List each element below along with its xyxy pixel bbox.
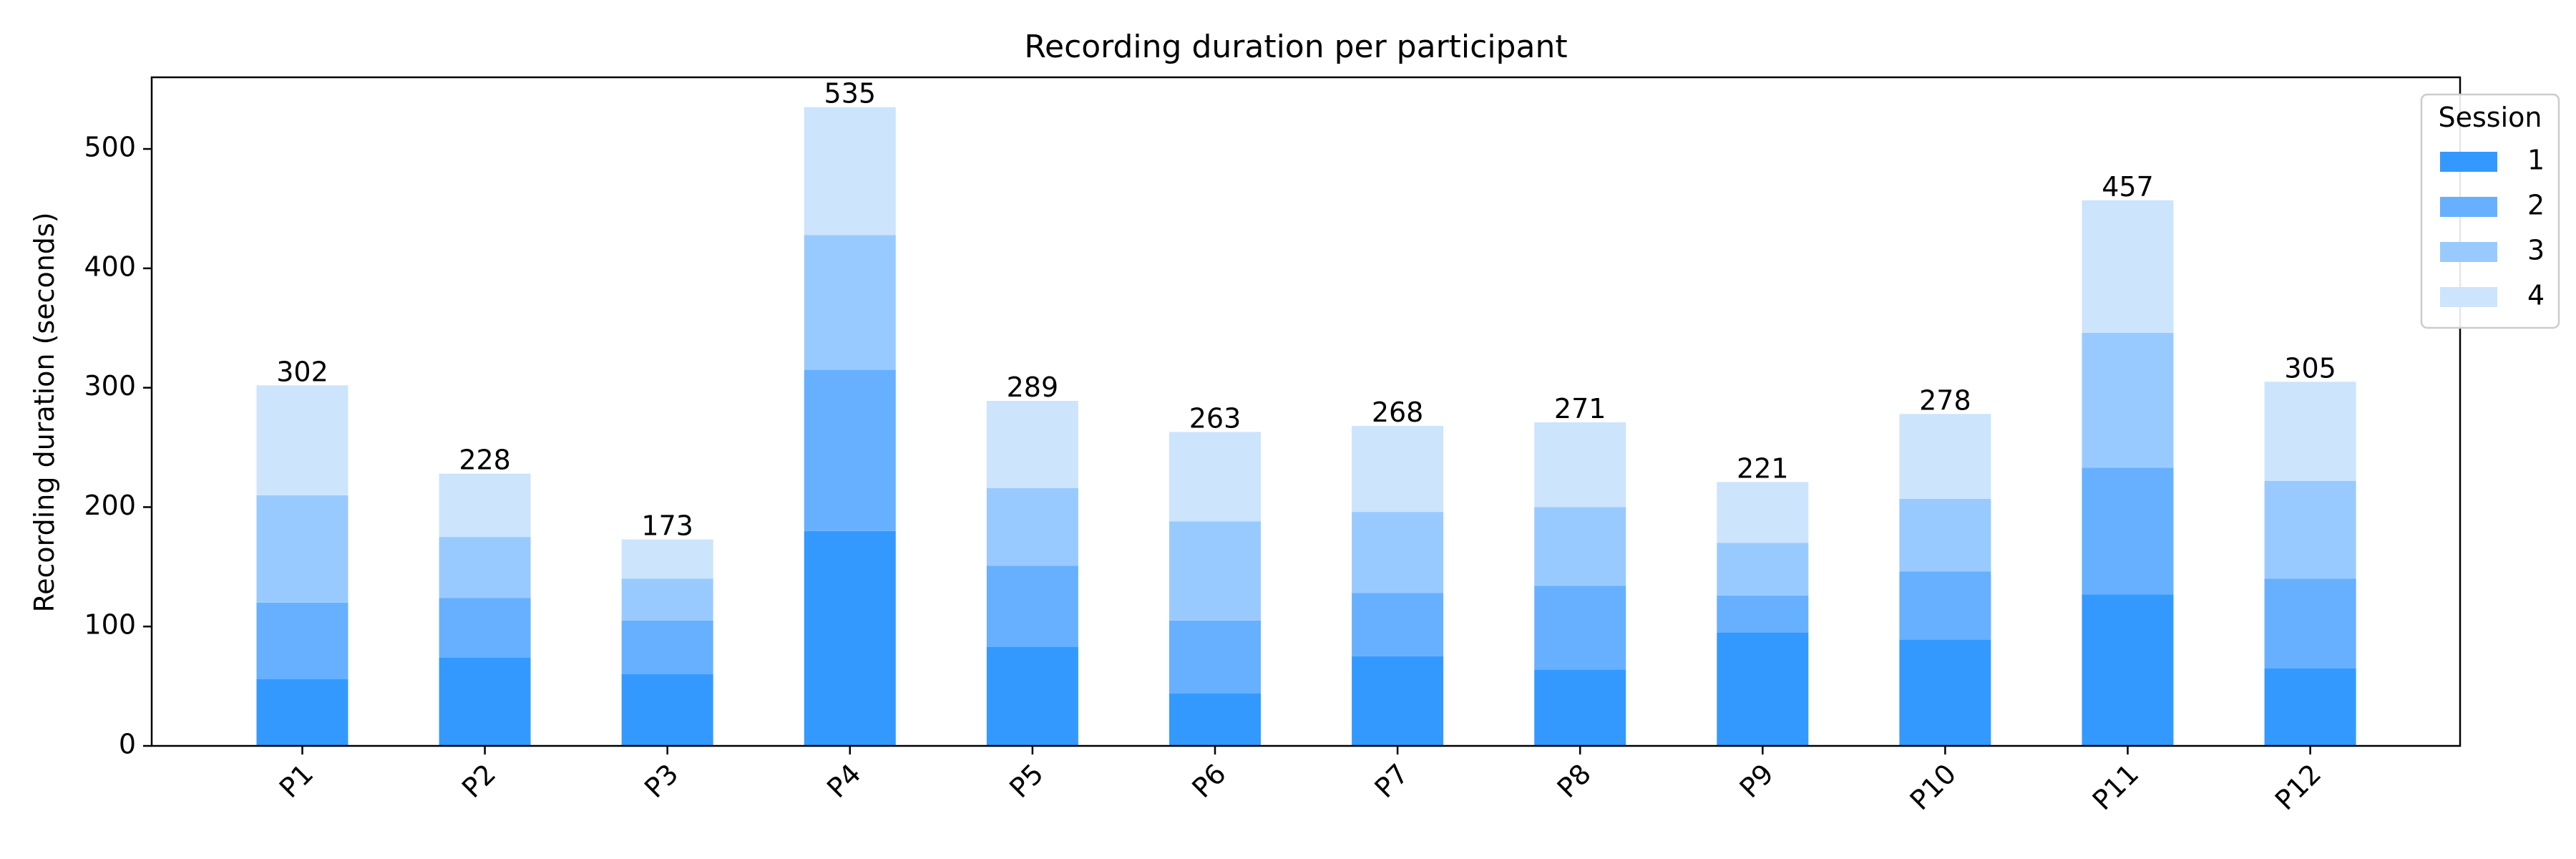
legend-title: Session [2439,102,2542,133]
legend-swatch-session-1 [2440,152,2497,172]
bars-group [256,107,2356,746]
x-tick-label-P5: P5 [1003,758,1049,804]
total-label-P8: 271 [1554,393,1606,424]
bar-P11-session-1 [2082,594,2174,746]
bar-P7-session-2 [1352,593,1444,656]
bar-P4-session-2 [804,369,896,531]
bar-P12-session-3 [2264,480,2356,579]
bar-P7-session-1 [1352,656,1444,746]
bar-P3-session-2 [621,620,713,674]
bar-P5-session-4 [986,401,1078,488]
total-label-P6: 263 [1189,402,1241,434]
x-axis: P1 P2 P3 P4 P5 P6 P7 P8 P9 P10 P11 P12 [273,746,2328,817]
bar-P1-session-1 [256,679,348,746]
chart-title: Recording duration per participant [1024,29,1567,65]
bar-P11-session-3 [2082,332,2174,468]
bar-P9-session-4 [1717,482,1809,543]
total-label-P10: 278 [1919,384,1971,416]
bar-P11-session-2 [2082,467,2174,595]
x-tick-label-P12: P12 [2269,758,2328,817]
total-label-P1: 302 [276,356,328,387]
bar-P6-session-3 [1169,521,1261,621]
bar-P8-session-2 [1534,586,1626,670]
x-tick-label-P8: P8 [1551,758,1597,804]
bar-P10-session-3 [1899,498,1991,572]
bar-P9-session-1 [1717,632,1809,746]
y-tick-label-0: 0 [119,729,136,760]
legend: Session 1 2 3 4 [2420,93,2560,329]
legend-label-session-4: 4 [2527,280,2545,311]
y-axis-label: Recording duration (seconds) [29,212,60,612]
bar-P5-session-1 [986,646,1078,746]
legend-label-session-1: 1 [2527,145,2545,176]
bar-P11-session-4 [2082,200,2174,333]
total-label-P5: 289 [1007,372,1059,403]
bar-P8-session-3 [1534,507,1626,586]
bar-P9-session-2 [1717,595,1809,633]
x-tick-label-P4: P4 [821,758,867,804]
x-tick-label-P3: P3 [638,758,684,804]
y-axis: 0 100 200 300 400 500 [84,132,152,760]
y-tick-label-400: 400 [84,251,136,282]
x-tick-label-P10: P10 [1904,758,1963,817]
legend-swatch-session-2 [2440,197,2497,217]
bar-P6-session-1 [1169,693,1261,746]
x-tick-label-P1: P1 [273,758,319,804]
bar-P1-session-4 [256,385,348,495]
total-labels: 302 228 173 535 289 263 268 271 221 278 457 305 [276,78,2336,542]
total-label-P9: 221 [1737,452,1789,484]
bar-P10-session-1 [1899,639,1991,746]
y-tick-label-200: 200 [84,490,136,521]
bar-P12-session-1 [2264,668,2356,746]
legend-swatch-session-4 [2440,287,2497,307]
bar-P4-session-4 [804,107,896,236]
bar-P12-session-2 [2264,578,2356,669]
bar-P3-session-3 [621,578,713,621]
bar-P1-session-3 [256,495,348,603]
bar-P4-session-1 [804,530,896,746]
total-label-P4: 535 [824,78,877,110]
bar-P12-session-4 [2264,382,2356,481]
x-tick-label-P11: P11 [2087,758,2145,817]
bar-P2-session-1 [439,657,531,746]
bar-P5-session-3 [986,487,1078,566]
bar-P9-session-3 [1717,543,1809,596]
total-label-P11: 457 [2102,171,2154,203]
legend-label-session-3: 3 [2527,235,2545,266]
y-tick-label-300: 300 [84,370,136,402]
legend-swatch-session-3 [2440,242,2497,262]
bar-P2-session-2 [439,598,531,658]
bar-P3-session-1 [621,674,713,746]
bar-P5-session-2 [986,566,1078,647]
plot-frame [150,76,2462,747]
x-tick-label-P7: P7 [1368,758,1414,804]
total-label-P7: 268 [1372,397,1424,428]
y-tick-label-100: 100 [84,609,136,641]
bar-P2-session-3 [439,537,531,598]
y-tick-label-500: 500 [84,132,136,163]
bar-P6-session-2 [1169,620,1261,694]
bar-P10-session-4 [1899,414,1991,499]
legend-label-session-2: 2 [2527,190,2545,221]
bar-P10-session-2 [1899,571,1991,640]
total-label-P3: 173 [641,510,693,542]
bar-P2-session-4 [439,473,531,538]
bar-P1-session-2 [256,602,348,679]
bar-P8-session-4 [1534,422,1626,508]
x-tick-label-P2: P2 [456,758,502,804]
total-label-P2: 228 [459,445,511,476]
total-label-P12: 305 [2284,352,2336,384]
bar-P7-session-4 [1352,426,1444,513]
bar-P6-session-4 [1169,432,1261,522]
bar-P3-session-4 [621,539,713,579]
x-tick-label-P6: P6 [1186,758,1231,804]
bar-P4-session-3 [804,235,896,370]
bar-P7-session-3 [1352,512,1444,593]
bar-P8-session-1 [1534,669,1626,746]
x-tick-label-P9: P9 [1734,758,1780,804]
